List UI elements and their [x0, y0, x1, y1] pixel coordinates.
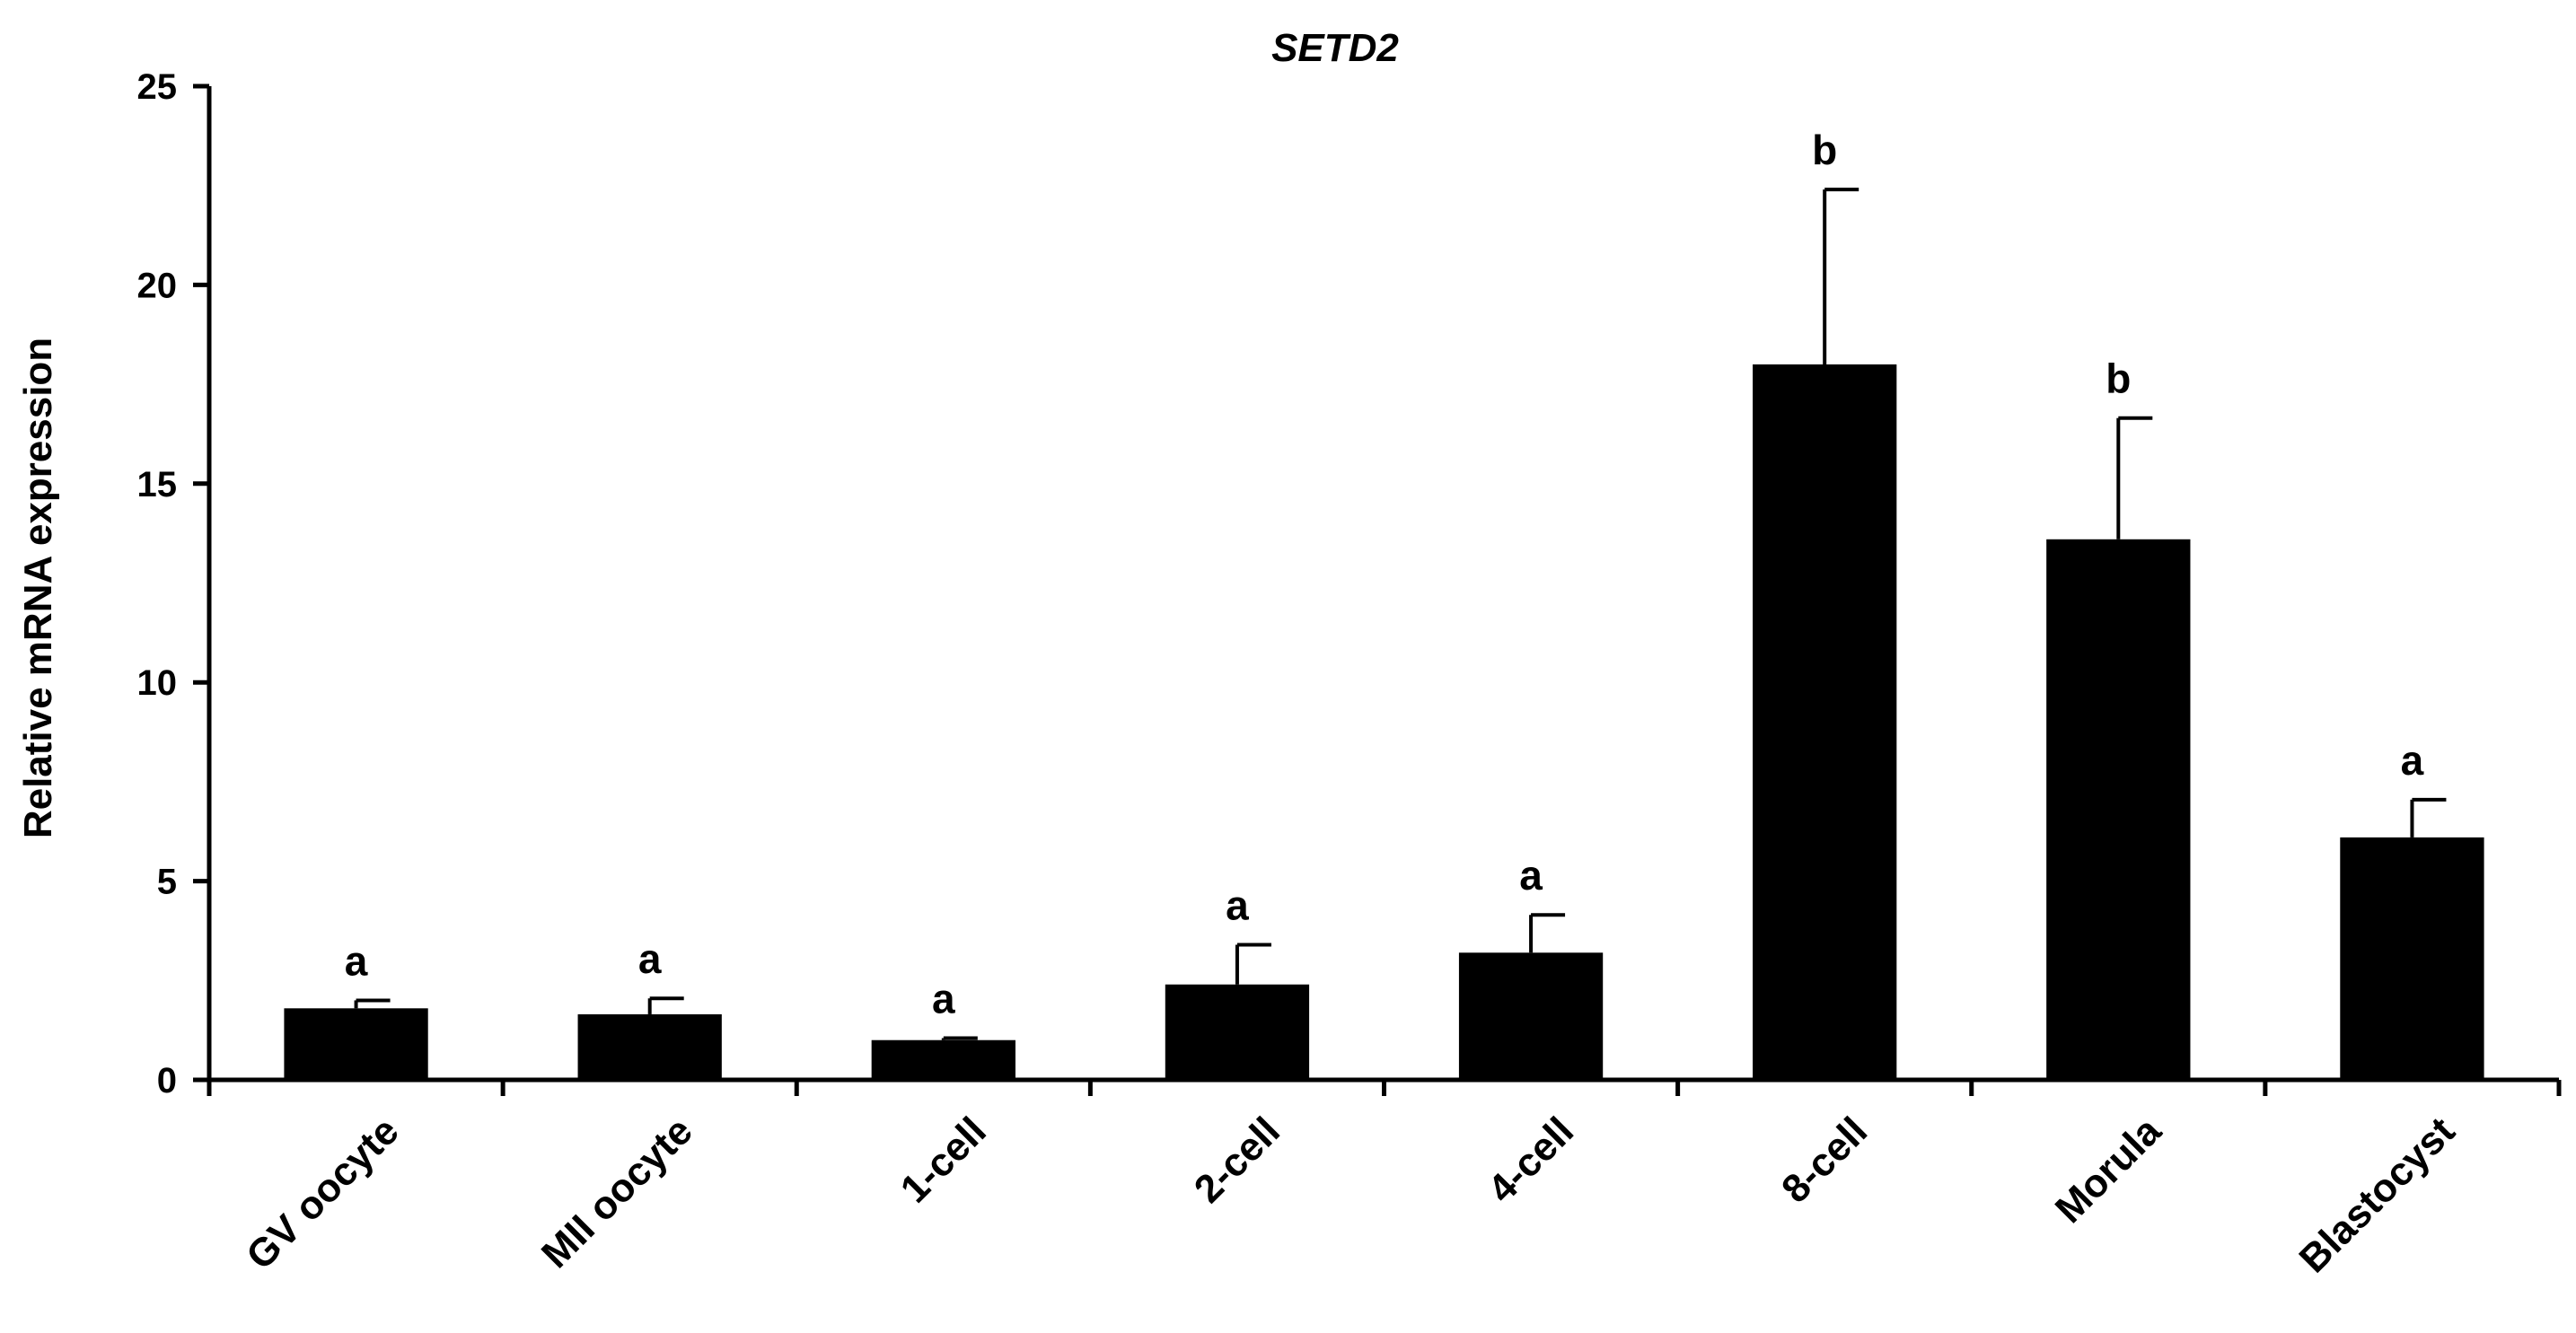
bar [284, 1008, 428, 1080]
x-tick-label: Blastocyst [2290, 1109, 2463, 1281]
y-tick-label: 10 [137, 663, 178, 703]
significance-label: a [2401, 737, 2424, 784]
bar [1458, 952, 1604, 1080]
bar [2340, 837, 2484, 1080]
bars: a a a a a b b a [284, 127, 2484, 1081]
significance-label: a [932, 976, 955, 1022]
chart-title: SETD2 [1271, 26, 1399, 70]
bar [577, 1013, 722, 1080]
x-tick-label: GV oocyte [238, 1109, 408, 1278]
x-tick-label: 1-cell [892, 1109, 995, 1211]
bar [1753, 364, 1897, 1081]
y-axis-title: Relative mRNA expression [16, 338, 60, 838]
x-tick-label: MII oocyte [533, 1109, 701, 1276]
significance-label: a [1519, 852, 1543, 899]
x-tick-label: 4-cell [1480, 1109, 1582, 1211]
axes: 0 5 10 15 20 25 GV oocyte MII oocyte 1-cell 2-cel… [137, 67, 2562, 1281]
significance-label: b [2106, 355, 2131, 402]
bar [871, 1039, 1015, 1080]
y-tick-label: 15 [137, 465, 178, 504]
y-tick-label: 5 [157, 863, 177, 902]
significance-label: a [345, 937, 368, 984]
y-tick-label: 20 [137, 266, 178, 305]
bar [2046, 539, 2191, 1080]
bar [1165, 984, 1310, 1080]
x-tick-label: 8-cell [1773, 1109, 1876, 1211]
x-tick-label: Morula [2047, 1109, 2170, 1232]
significance-label: b [1812, 127, 1837, 173]
significance-label: a [1226, 881, 1249, 928]
x-tick-label: 2-cell [1186, 1109, 1288, 1211]
y-tick-label: 25 [137, 67, 178, 107]
significance-label: a [638, 935, 662, 982]
y-tick-label: 0 [157, 1061, 177, 1101]
